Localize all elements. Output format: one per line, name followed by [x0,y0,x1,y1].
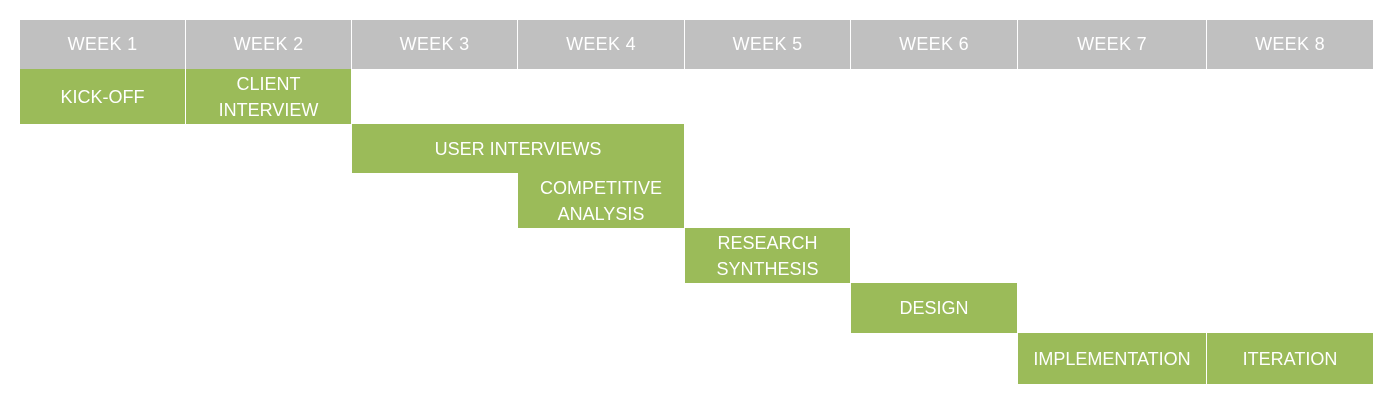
week-header-5: WEEK 5 [685,20,850,69]
task-design: DESIGN [851,283,1017,333]
week-header-7: WEEK 7 [1018,20,1206,69]
task-research-synthesis: RESEARCH SYNTHESIS [685,228,850,283]
week-header-3: WEEK 3 [352,20,517,69]
task-implementation: IMPLEMENTATION [1018,333,1206,384]
task-client-interview: CLIENT INTERVIEW [186,69,351,124]
week-header-6: WEEK 6 [851,20,1017,69]
task-iteration: ITERATION [1207,333,1373,384]
week-header-4: WEEK 4 [518,20,684,69]
task-kick-off: KICK-OFF [20,69,185,124]
week-header-2: WEEK 2 [186,20,351,69]
week-header-8: WEEK 8 [1207,20,1373,69]
week-header-1: WEEK 1 [20,20,185,69]
task-competitive-analysis: COMPETITIVE ANALYSIS [518,173,684,228]
task-user-interviews: USER INTERVIEWS [352,124,684,173]
